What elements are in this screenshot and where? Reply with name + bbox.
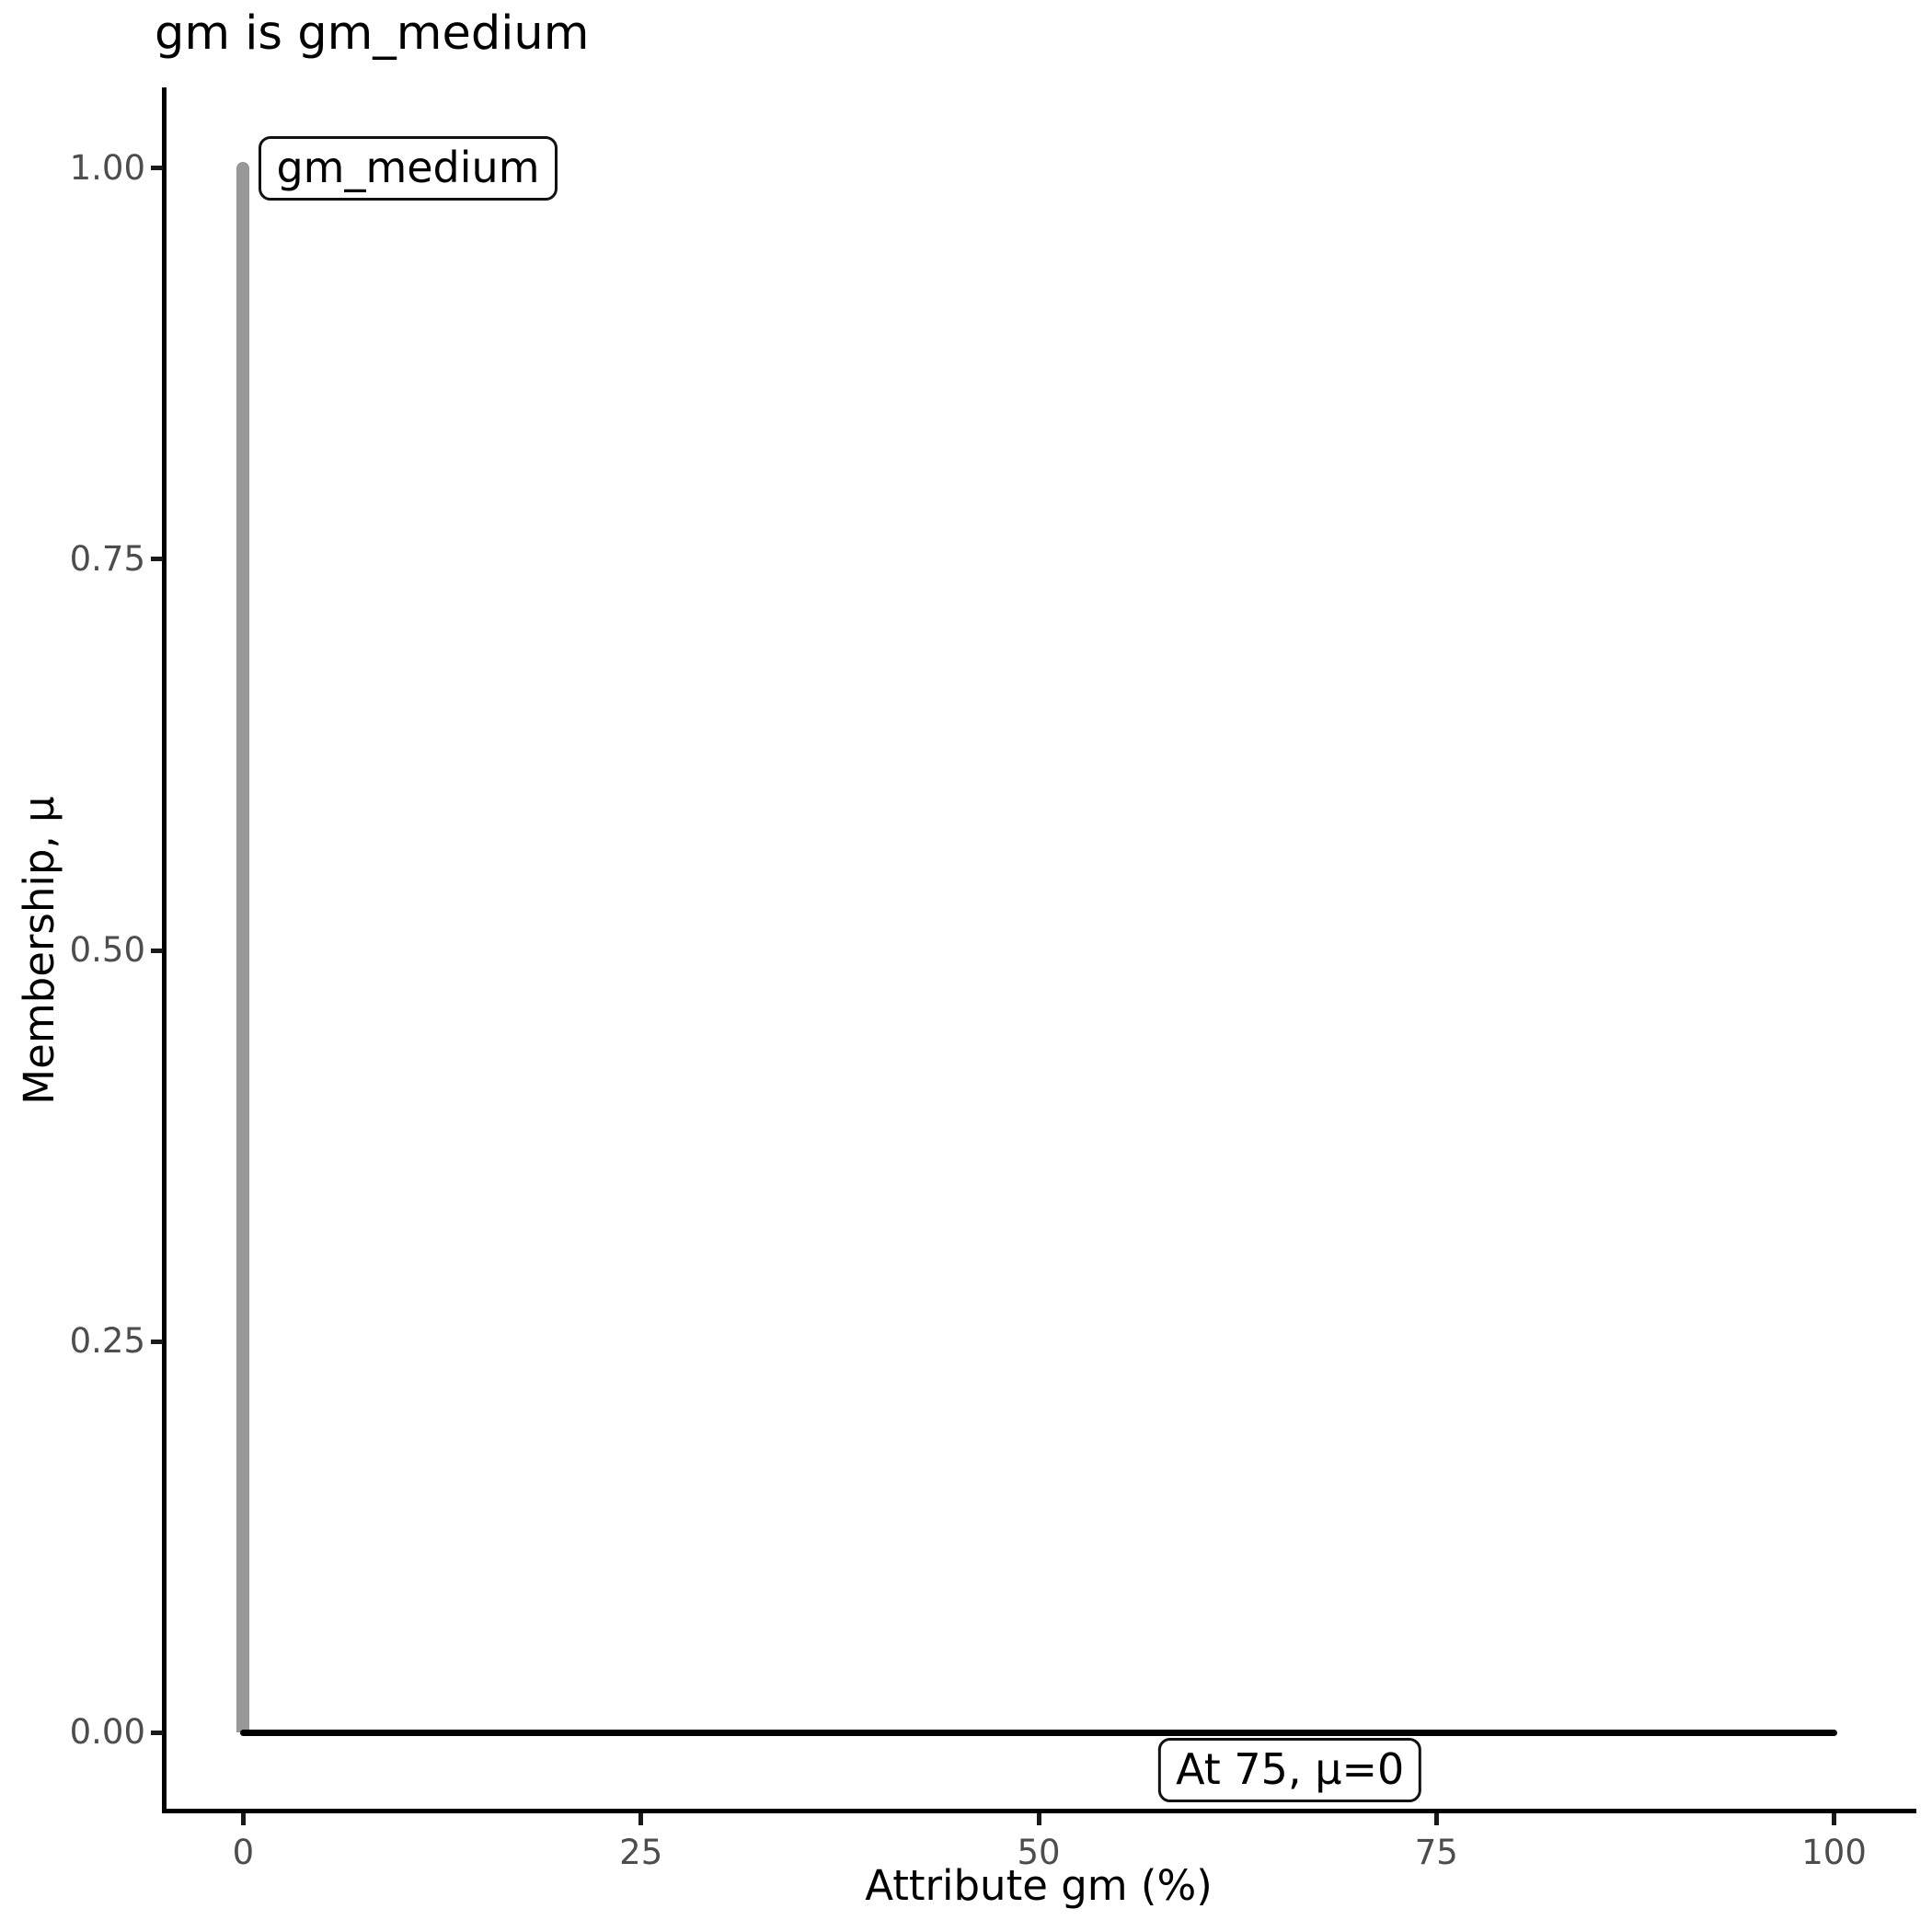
x-tick-mark (1433, 1813, 1439, 1825)
x-tick-mark (1832, 1813, 1837, 1825)
y-tick-label: 0.50 (69, 930, 145, 970)
y-tick-mark (151, 1730, 163, 1735)
y-tick-label: 0.00 (69, 1712, 145, 1752)
x-tick-mark (240, 1813, 246, 1825)
x-tick-label: 75 (1414, 1833, 1458, 1872)
x-tick-label: 50 (1017, 1833, 1061, 1872)
y-tick-label: 0.75 (69, 538, 145, 579)
y-tick-mark (151, 557, 163, 562)
y-tick-mark (151, 166, 163, 171)
chart-title: gm is gm_medium (155, 6, 590, 61)
annotation-set-name: gm_medium (259, 135, 558, 201)
zero-membership-line (239, 1729, 1838, 1736)
membership-spike (236, 161, 250, 1732)
x-tick-mark (638, 1813, 644, 1825)
x-axis-line (162, 1809, 1916, 1813)
x-tick-label: 100 (1801, 1833, 1867, 1872)
y-tick-mark (151, 948, 163, 953)
y-tick-mark (151, 1339, 163, 1344)
y-tick-label: 0.25 (69, 1321, 145, 1361)
y-axis-title: Membership, μ (15, 796, 63, 1105)
x-tick-label: 25 (619, 1833, 663, 1872)
x-tick-mark (1036, 1813, 1041, 1825)
x-tick-label: 0 (232, 1833, 255, 1872)
x-axis-title: Attribute gm (%) (865, 1861, 1213, 1910)
annotation-value-readout: At 75, μ=0 (1158, 1738, 1422, 1802)
y-axis-line (162, 87, 167, 1813)
y-tick-label: 1.00 (69, 147, 145, 188)
